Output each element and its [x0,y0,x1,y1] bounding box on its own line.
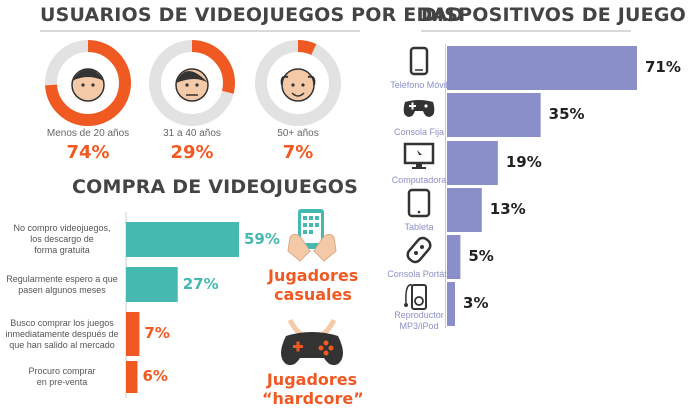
device-category-label: Consola Fija [366,127,472,138]
age-percentage-label: 74% [66,142,110,163]
hardcore-players-line-1: Jugadores [266,370,358,389]
casual-players-label: Jugadores casuales [268,266,358,304]
hardcore-players-label: Jugadores “hardcore” [262,370,364,408]
purchase-category-label: No compro videojuegos, los descargo de for… [2,223,122,256]
device-category-line: Computadora [391,175,447,185]
device-category-line: Teléfono Móvil [390,80,448,90]
device-category-label: Tableta [366,222,472,233]
device-category-line: MP3/iPod [399,321,439,331]
person-face-icon [280,68,316,102]
purchase-category-line: en pre-venta [36,377,88,387]
gamepad-icon [403,100,435,117]
handheld-console-icon [406,236,432,264]
donut-slice [255,40,341,126]
purchase-category-label: Busco comprar los juegos inmediatamente d… [2,318,122,351]
device-category-label: Teléfono Móvil [366,80,472,91]
phone-icon [409,46,429,76]
device-category-line: Tableta [404,222,434,232]
purchase-bar [126,222,239,257]
device-bar [447,282,456,326]
purchase-category-line: Regularmente espero a que [6,273,118,284]
gamepad-hands-icon [276,318,348,368]
age-percentage-label: 29% [170,142,214,163]
purchase-category-line: que han salido al mercado [9,339,115,350]
purchase-percentage-label: 6% [142,367,168,385]
age-percentage-label: 7% [282,142,314,163]
device-category-line: Reproductor [394,310,444,320]
person-face-icon [71,68,105,102]
purchase-category-line: inmediatamente después de [5,328,119,339]
purchase-percentage-label: 7% [144,324,170,342]
donut-slice [149,40,235,126]
tablet-icon [407,188,431,218]
device-bar [447,46,637,90]
monitor-icon [403,142,435,169]
casual-players-line-2: casuales [274,285,352,304]
casual-players-line-1: Jugadores [268,266,359,285]
purchase-bar [126,361,138,393]
hardcore-players-line-2: “hardcore” [262,389,364,408]
purchase-chart-title: COMPRA DE VIDEOJUEGOS [72,176,359,198]
device-bar [447,235,461,279]
purchase-category-line: pasen algunos meses [18,284,106,295]
device-percentage-label: 35% [548,105,585,123]
purchase-category-line: los descargo de [30,234,94,244]
tablet-hand-icon [286,207,338,262]
purchase-category-label: Procuro comprar en pre-venta [2,366,122,388]
purchase-bar [126,267,178,302]
device-category-label: Reproductor MP3/iPod [366,310,472,332]
device-category-label: Computadora [366,175,472,186]
device-category-line: Consola Portátil [387,269,451,279]
device-category-line: Consola Fija [393,127,445,137]
device-category-label: Consola Portátil [366,269,472,280]
device-percentage-label: 5% [468,247,494,265]
age-category-label: Menos de 20 años [46,128,130,139]
age-category-label: 31 a 40 años [163,128,221,139]
purchase-percentage-label: 59% [244,229,280,248]
purchase-category-line: No compro videojuegos, [13,223,111,233]
age-category-label: 50+ años [277,128,319,139]
device-bar [447,141,498,185]
device-percentage-label: 3% [463,294,489,312]
device-percentage-label: 13% [489,200,526,218]
device-percentage-label: 19% [505,153,542,171]
device-bar [447,93,541,137]
devices-chart-title: DISPOSITIVOS DE JUEGO [421,4,686,26]
age-chart-title: USUARIOS DE VIDEOJUEGOS POR EDAD [40,4,464,26]
device-percentage-label: 71% [645,58,681,76]
person-face-icon [175,68,209,102]
purchase-category-line: forma gratuita [34,245,90,255]
donut-slice [45,40,131,126]
purchase-bar [126,312,140,356]
purchase-category-line: Busco comprar los juegos [10,317,114,328]
mp3-player-icon [404,284,427,310]
purchase-percentage-label: 27% [182,274,219,293]
purchase-category-label: Regularmente espero a que pasen algunos m… [2,274,122,296]
device-bar [447,188,482,232]
purchase-category-line: Procuro comprar [28,366,96,376]
